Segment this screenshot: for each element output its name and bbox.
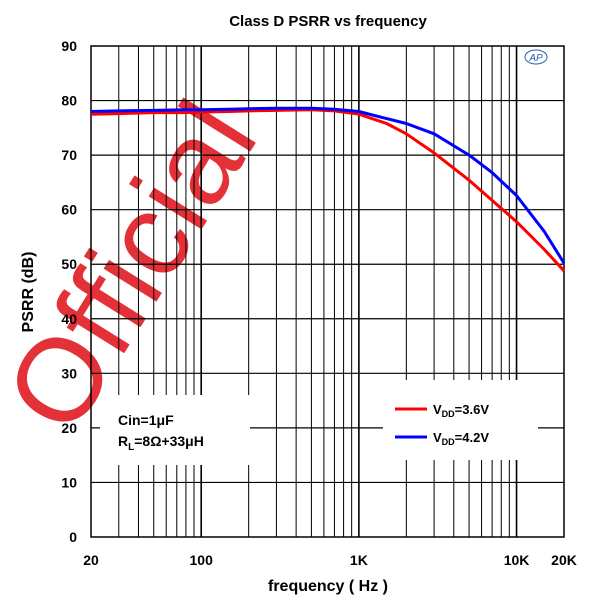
- y-tick-label: 30: [61, 365, 77, 381]
- y-tick-label: 0: [69, 529, 77, 545]
- x-tick-label: 1K: [350, 552, 368, 568]
- x-tick-label: 10K: [504, 552, 530, 568]
- y-tick-label: 70: [61, 147, 77, 163]
- y-tick-label: 90: [61, 38, 77, 54]
- annotation-line-2: RL=8Ω+33μH: [118, 433, 204, 453]
- legend-label-vdd-3v6: VDD=3.6V: [433, 402, 489, 419]
- ap-logo: AP: [524, 49, 548, 65]
- annotation-box: Cin=1μF RL=8Ω+33μH: [100, 395, 250, 465]
- grid: 0 10 20 30 40 50 60 70 80 90 20 100 1K 10K 20K: [61, 38, 576, 568]
- ap-logo-text: AP: [528, 53, 543, 64]
- series-line-vdd-4v2: [90, 106, 566, 264]
- y-tick-label: 20: [61, 420, 77, 436]
- x-tick-label: 100: [190, 552, 214, 568]
- annotation-line-1: Cin=1μF: [118, 412, 174, 428]
- y-axis-label: PSRR (dB): [20, 252, 37, 333]
- y-tick-label: 40: [61, 311, 77, 327]
- y-tick-label: 50: [61, 256, 77, 272]
- plot-frame: [90, 45, 565, 538]
- y-tick-label: 60: [61, 202, 77, 218]
- x-axis-label: frequency ( Hz ): [268, 578, 388, 595]
- legend: VDD=3.6V VDD=4.2V: [383, 380, 538, 460]
- legend-label-vdd-4v2: VDD=4.2V: [433, 430, 489, 447]
- y-tick-label: 10: [61, 474, 77, 490]
- y-tick-label: 80: [61, 93, 77, 109]
- series-line-vdd-3v6: [90, 108, 566, 272]
- x-tick-label: 20K: [551, 552, 577, 568]
- chart-title: Class D PSRR vs frequency: [229, 13, 427, 30]
- x-tick-label: 20: [83, 552, 99, 568]
- series-layer: [90, 106, 566, 272]
